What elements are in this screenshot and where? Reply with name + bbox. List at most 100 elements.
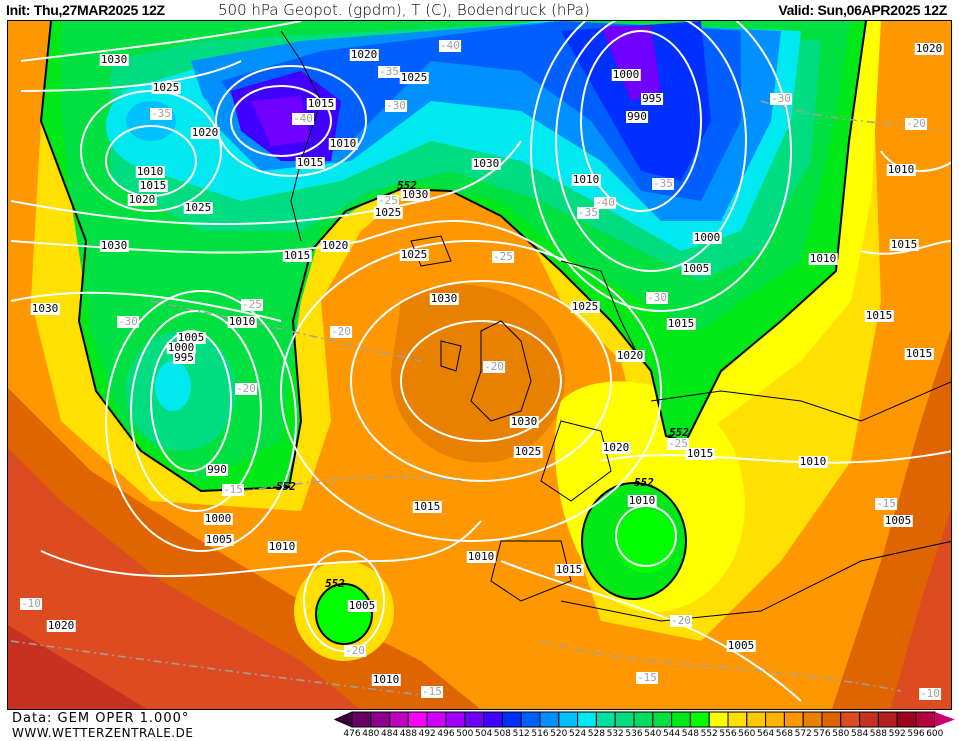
- isobar-label: 1020: [320, 239, 350, 252]
- colorbar-tick-label: 588: [869, 729, 887, 739]
- colorbar-box: [445, 711, 466, 728]
- colorbar-box: [633, 711, 654, 728]
- colorbar-under-arrow: [333, 711, 353, 728]
- isobar-label: 1030: [429, 292, 459, 305]
- colorbar-box: [727, 711, 748, 728]
- colorbar-box: [539, 711, 560, 728]
- colorbar-tick-label: 524: [569, 729, 587, 739]
- isobar-label: 1010: [267, 540, 297, 553]
- map-title: 500 hPa Geopot. (gpdm), T (C), Bodendruc…: [218, 1, 590, 19]
- colorbar-box: [859, 711, 879, 728]
- colorbar-tick-label: 556: [719, 729, 737, 739]
- colorbar-box: [520, 711, 541, 728]
- colorbar-tick-label: 536: [625, 729, 643, 739]
- isobar-label: 990: [626, 110, 648, 123]
- isotherm-label: -30: [770, 92, 792, 105]
- colorbar-tick-label: 576: [813, 729, 831, 739]
- field-508-east: [561, 21, 711, 181]
- colorbar-tick-label: 580: [832, 729, 850, 739]
- isotherm-label: -35: [378, 65, 400, 78]
- isobar-label: 1005: [176, 331, 206, 344]
- isobar-label: 1010: [627, 494, 657, 507]
- isobar-label: 1020: [349, 48, 379, 61]
- colorbar-box: [614, 711, 635, 728]
- isotherm-label: -15: [421, 685, 443, 698]
- isobar-label: 990: [206, 463, 228, 476]
- colorbar-box: [501, 711, 522, 728]
- isobar-label: 1005: [347, 599, 377, 612]
- isobar-label: 1010: [798, 455, 828, 468]
- valid-time: Valid: Sun,06APR2025 12Z: [778, 2, 947, 18]
- isotherm-label: -15: [222, 483, 244, 496]
- colorbar-tick-label: 512: [512, 729, 530, 739]
- isobar-label: 1020: [46, 619, 76, 632]
- isotherm-label: -40: [439, 39, 461, 52]
- isobar-label: 1010: [571, 173, 601, 186]
- isobar-label: 1010: [135, 165, 165, 178]
- isobar-label: 1015: [666, 317, 696, 330]
- colorbar-tick-label: 488: [399, 729, 417, 739]
- isotherm-label: -15: [875, 497, 897, 510]
- isotherm-label: -30: [385, 99, 407, 112]
- isobar-label: 995: [173, 351, 195, 364]
- isobar-label: 1010: [371, 673, 401, 686]
- colorbar-box: [896, 711, 917, 728]
- isobar-label: 1025: [151, 81, 181, 94]
- colorbar-tick-label: 528: [587, 729, 605, 739]
- isobar-label: 1015: [295, 156, 325, 169]
- isotherm-label: -35: [150, 107, 172, 120]
- colorbar-box: [652, 711, 673, 728]
- colorbar-tick-label: 480: [362, 729, 380, 739]
- isobar-label: 1010: [886, 163, 916, 176]
- colorbar-tick-label: 516: [531, 729, 549, 739]
- isobar-label: 1000: [166, 341, 196, 354]
- colorbar-box: [351, 711, 372, 728]
- isobar-label: 1015: [412, 500, 442, 513]
- colorbar-box: [595, 711, 616, 728]
- field-580-se: [890, 508, 951, 709]
- isobar-label: 1010: [227, 315, 257, 328]
- isobar-label: 1015: [864, 309, 894, 322]
- isotherm-label: -25: [241, 298, 263, 311]
- isotherm-label: -20: [330, 325, 352, 338]
- colorbar-box: [426, 711, 447, 728]
- field-cyan-atlantic: [155, 361, 191, 411]
- isobar-label: 1015: [889, 238, 919, 251]
- isotherm-label: -20: [905, 117, 927, 130]
- isotherm-label: -35: [577, 206, 599, 219]
- colorbar-tick-label: 592: [888, 729, 906, 739]
- isobar-label: 1030: [30, 302, 60, 315]
- data-source: Data: GEM OPER 1.000°: [12, 711, 190, 726]
- isobar-label: 1030: [471, 157, 501, 170]
- colorbar-box: [877, 711, 898, 728]
- isobar-label: 1015: [685, 447, 715, 460]
- colorbar-box: [840, 711, 861, 728]
- colorbar-tick-label: 596: [907, 729, 925, 739]
- isobar-label: 1020: [127, 193, 157, 206]
- isotherm-label: -25: [377, 194, 399, 207]
- colorbar-box: [783, 711, 804, 728]
- isobar-label: 1005: [681, 262, 711, 275]
- isobar-label: 1030: [400, 188, 430, 201]
- colorbar-tick-label: 504: [475, 729, 493, 739]
- colorbar-tick-label: 552: [700, 729, 718, 739]
- coastlines: [280, 30, 951, 622]
- colorbar-box: [407, 711, 428, 728]
- isotherm-label: -25: [492, 250, 514, 263]
- isobar-label: 1030: [509, 415, 539, 428]
- isobar-label: 1025: [399, 71, 429, 84]
- isobar-label: 1025: [399, 248, 429, 261]
- isobar-label: 1030: [99, 53, 129, 66]
- isobar-label: 1015: [306, 97, 336, 110]
- isobar-label: 1015: [554, 563, 584, 576]
- map-fields: [8, 21, 951, 709]
- isotherm-label: -10: [20, 597, 42, 610]
- colorbar-box: [708, 711, 729, 728]
- field-500-west: [251, 96, 311, 146]
- isotherm-label: -10: [919, 687, 941, 700]
- colorbar-tick-label: 508: [493, 729, 511, 739]
- isotherm-label: -20: [344, 644, 366, 657]
- isobar-label: 1025: [570, 300, 600, 313]
- field-552-azores: [316, 584, 372, 644]
- colorbar-box: [483, 711, 503, 728]
